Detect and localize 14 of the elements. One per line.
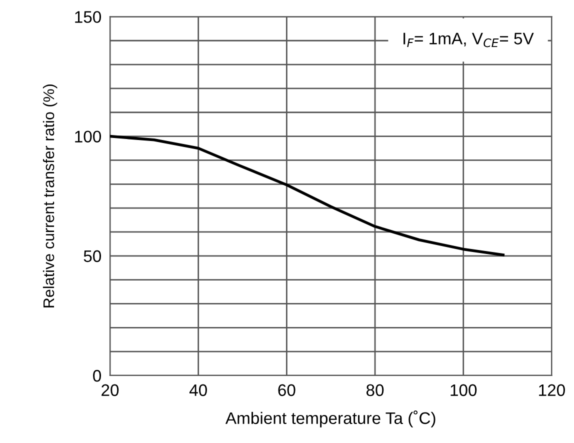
annotation: I$_{F}$= 1mA, V$_{CE}$= 5V [404, 32, 534, 48]
y-tick-label: 0 [93, 370, 102, 382]
x-tick-label: 100 [450, 384, 477, 396]
y-tick-label: 150 [75, 11, 102, 23]
y-axis-title: Relative current transfer ratio (%) [42, 84, 58, 308]
y-tick-label: 50 [84, 250, 102, 262]
x-tick-label: 20 [102, 384, 119, 396]
x-tick-label: 40 [189, 384, 207, 396]
y-tick-label: 100 [75, 130, 102, 143]
x-tick-label: 60 [278, 384, 296, 396]
x-tick-label: 120 [539, 384, 565, 396]
x-axis-title: Ambient temperature Ta (˚C) [225, 410, 436, 428]
line-series [110, 134, 505, 256]
x-tick-label: 80 [366, 384, 384, 396]
